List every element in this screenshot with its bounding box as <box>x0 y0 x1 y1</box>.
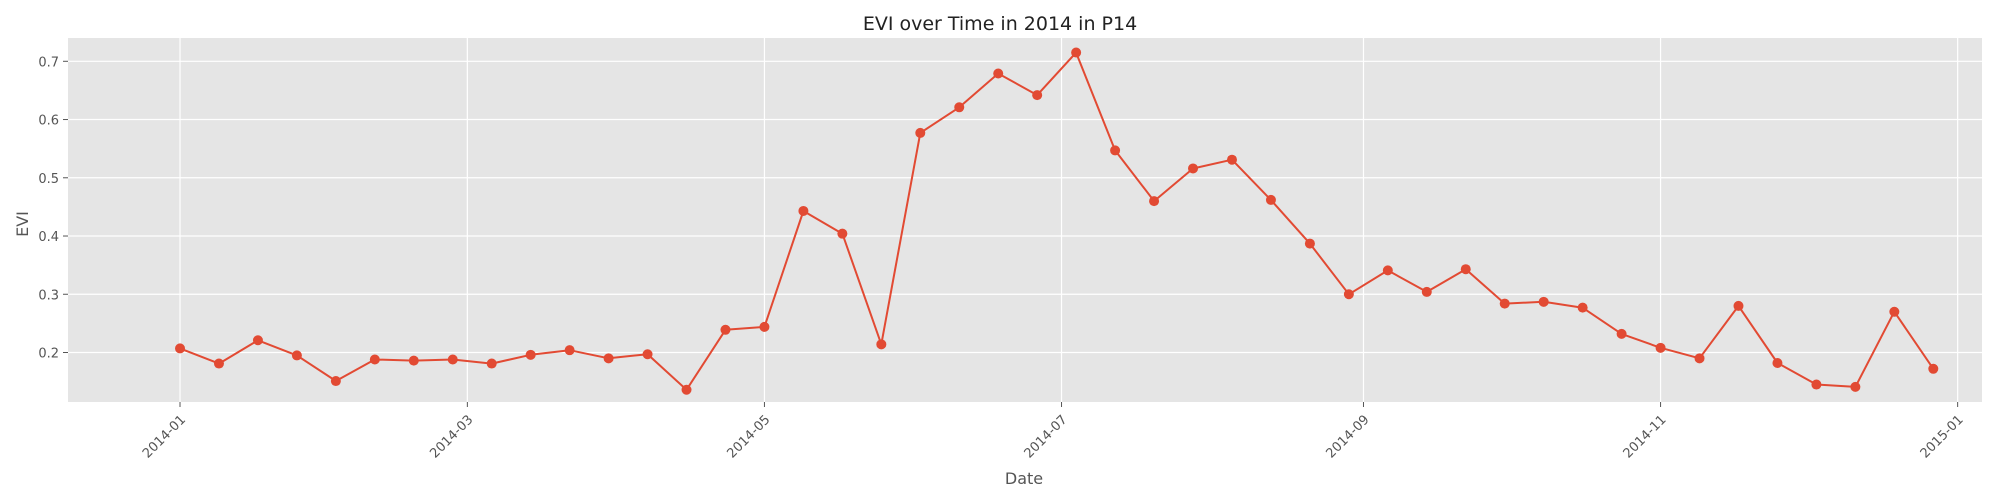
data-point <box>252 335 263 346</box>
data-point <box>1382 265 1393 276</box>
data-point <box>837 228 848 239</box>
data-point <box>1928 363 1939 374</box>
data-point <box>1343 289 1354 300</box>
data-point <box>1460 264 1471 275</box>
data-point <box>798 205 809 216</box>
data-point <box>993 68 1004 79</box>
chart-title: EVI over Time in 2014 in P14 <box>863 13 1137 35</box>
data-point <box>681 384 692 395</box>
x-tick-label: 2014-05 <box>724 412 773 461</box>
x-axis-label: Date <box>1005 469 1043 488</box>
data-point <box>642 349 653 360</box>
y-tick-label: 0.2 <box>38 346 59 361</box>
y-tick-label: 0.6 <box>38 114 59 129</box>
data-point <box>486 358 497 369</box>
data-point <box>1811 379 1822 390</box>
grid <box>68 38 1982 402</box>
y-tick-label: 0.7 <box>38 55 59 70</box>
data-point <box>1071 47 1082 58</box>
data-point <box>1032 90 1043 101</box>
data-point <box>1694 353 1705 364</box>
x-tick-label: 2014-07 <box>1022 412 1071 461</box>
data-point <box>1421 286 1432 297</box>
data-point <box>1304 238 1315 249</box>
data-point <box>1616 328 1627 339</box>
data-point <box>564 345 575 356</box>
data-point <box>1188 163 1199 174</box>
y-tick-label: 0.4 <box>38 230 59 245</box>
data-point <box>213 358 224 369</box>
y-tick-label: 0.3 <box>38 288 59 303</box>
data-point <box>1772 357 1783 368</box>
data-point <box>1110 145 1121 156</box>
data-point <box>1850 381 1861 392</box>
data-point <box>1499 298 1510 309</box>
x-tick-label: 2014-09 <box>1324 412 1373 461</box>
x-tick-label: 2014-11 <box>1621 412 1670 461</box>
series-layer <box>175 47 1939 395</box>
data-point <box>1889 306 1900 317</box>
data-point <box>915 127 926 138</box>
x-tick-label: 2015-01 <box>1918 412 1967 461</box>
data-point <box>369 354 380 365</box>
data-point <box>954 102 965 113</box>
series-line <box>179 51 1935 391</box>
data-point <box>1733 300 1744 311</box>
data-point <box>1577 302 1588 313</box>
data-point <box>1655 342 1666 353</box>
data-point <box>1538 296 1549 307</box>
y-tick-label: 0.5 <box>38 172 59 187</box>
x-tick-label: 2014-01 <box>140 412 189 461</box>
plot-area <box>68 38 1982 402</box>
data-point <box>603 353 614 364</box>
data-point <box>1226 154 1237 165</box>
data-point <box>876 339 887 350</box>
data-point <box>408 355 419 366</box>
x-tick-label: 2014-03 <box>427 412 476 461</box>
data-point <box>1149 196 1160 207</box>
data-point <box>720 324 731 335</box>
data-point <box>330 376 341 387</box>
data-point <box>291 350 302 361</box>
data-point <box>447 354 458 365</box>
data-point <box>525 349 536 360</box>
data-point <box>759 321 770 332</box>
data-point <box>1265 194 1276 205</box>
y-axis-label: EVI <box>13 211 32 237</box>
data-point <box>175 343 186 354</box>
